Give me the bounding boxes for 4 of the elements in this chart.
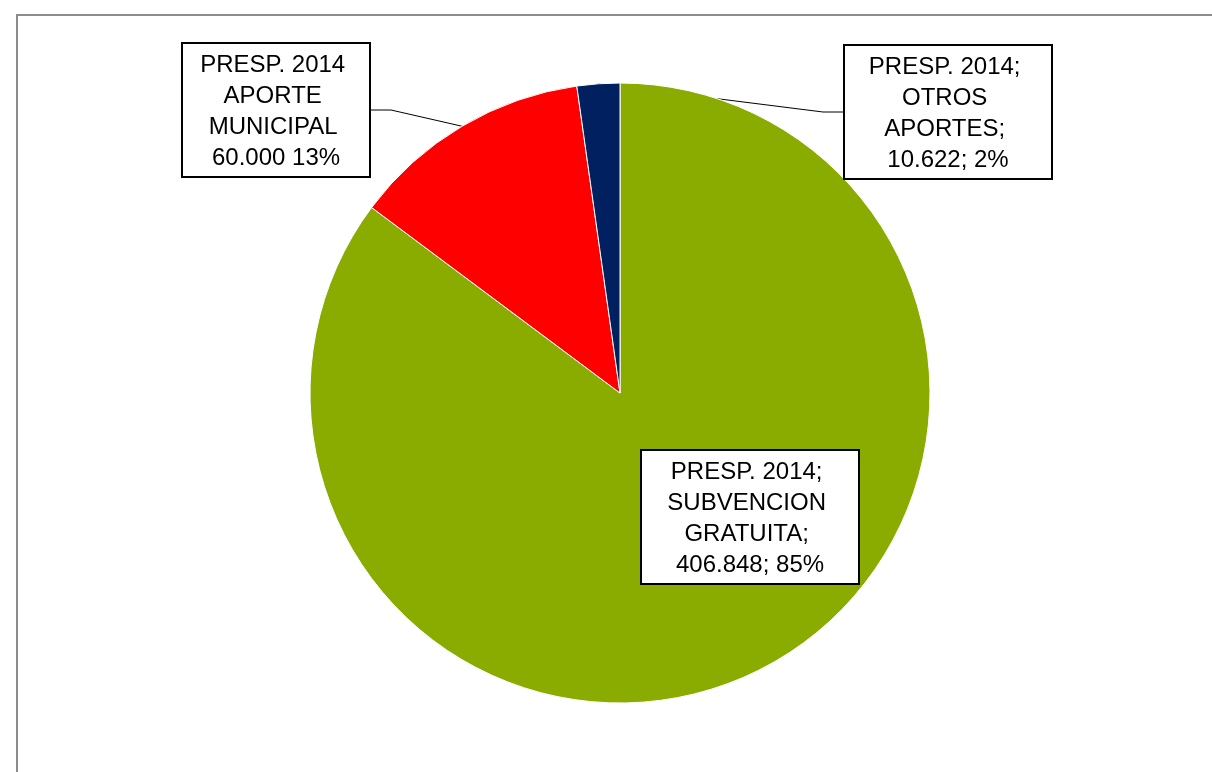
- slice-label: PRESP. 2014 APORTE MUNICIPAL: [200, 50, 352, 139]
- slice-label: PRESP. 2014; OTROS APORTES; 10.622; 2%: [868, 52, 1028, 172]
- data-label: 60.000 13%: [211, 143, 341, 170]
- slice-label: PRESP. 2014; SUBVENCION GRATUITA; 406.848; 85%: [667, 457, 833, 577]
